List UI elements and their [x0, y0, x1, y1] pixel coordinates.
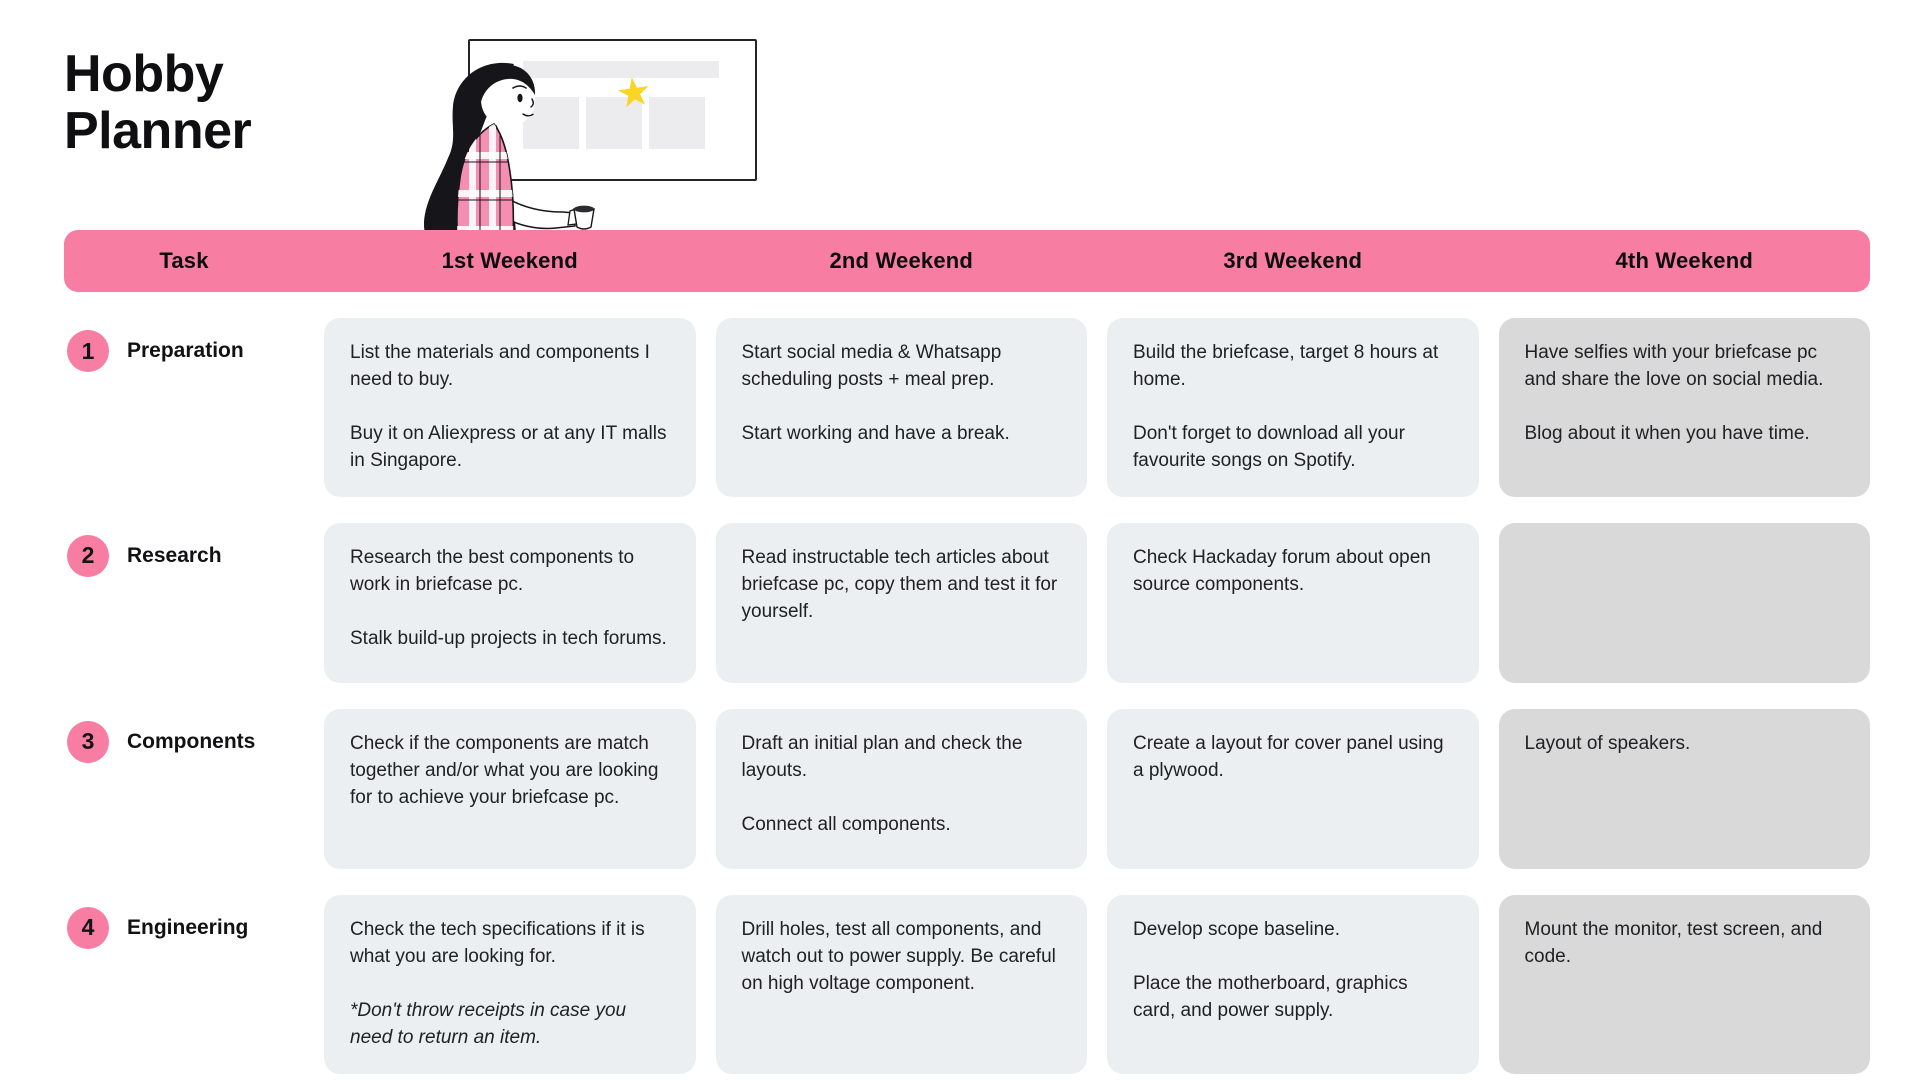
cell-paragraph: Research the best components to work in …: [350, 546, 635, 595]
cell-paragraph: Blog about it when you have time.: [1524, 422, 1810, 444]
cell-paragraph: *Don't throw receipts in case you need t…: [350, 999, 627, 1048]
planner-content: Task 1st Weekend 2nd Weekend 3rd Weekend…: [0, 230, 1920, 1074]
cell-components-weekend-1: Check if the components are match togeth…: [324, 708, 696, 869]
task-number-badge: 4: [67, 906, 109, 949]
cell-paragraph: Start working and have a break.: [741, 422, 1010, 444]
window-content-placeholders: [523, 97, 705, 149]
cell-paragraph: Don't forget to download all your favour…: [1133, 422, 1405, 471]
cell-paragraph: Stalk build-up projects in tech forums.: [350, 627, 667, 649]
task-label: Components: [127, 729, 256, 753]
column-header-weekend-4: 4th Weekend: [1615, 248, 1753, 273]
cell-paragraph: Check if the components are match togeth…: [350, 732, 659, 808]
task-head: 1 Preparation: [64, 330, 304, 372]
column-header-weekend-3: 3rd Weekend: [1223, 248, 1363, 273]
cell-paragraph: Connect all components.: [741, 813, 951, 835]
task-label: Engineering: [127, 915, 249, 939]
window-block-placeholder: [586, 97, 642, 149]
task-label: Research: [127, 543, 222, 567]
cell-engineering-weekend-3: Develop scope baseline. Place the motherb…: [1107, 894, 1479, 1074]
header-bar: Task 1st Weekend 2nd Weekend 3rd Weekend…: [64, 230, 1870, 292]
cell-paragraph: Create a layout for cover panel using a …: [1133, 732, 1444, 781]
cell-preparation-weekend-4: Have selfies with your briefcase pc and …: [1498, 318, 1870, 497]
cell-engineering-weekend-2: Drill holes, test all components, and wa…: [715, 894, 1087, 1074]
cell-paragraph: Place the motherboard, graphics card, an…: [1133, 972, 1408, 1021]
task-row-components: 3 Components Check if the components are…: [64, 708, 1870, 869]
cell-paragraph: Develop scope baseline.: [1133, 918, 1341, 940]
cell-research-weekend-2: Read instructable tech articles about br…: [715, 522, 1087, 683]
cell-research-weekend-3: Check Hackaday forum about open source c…: [1107, 522, 1479, 683]
cell-components-weekend-4: Layout of speakers.: [1498, 708, 1870, 869]
cell-components-weekend-2: Draft an initial plan and check the layo…: [715, 708, 1087, 869]
task-number-badge: 1: [67, 330, 109, 372]
browser-window-graphic: ★: [468, 39, 757, 181]
window-block-placeholder: [649, 97, 705, 149]
cell-paragraph: List the materials and components I need…: [350, 342, 650, 390]
cell-paragraph: Have selfies with your briefcase pc and …: [1524, 342, 1824, 390]
cell-paragraph: Check the tech specifications if it is w…: [350, 918, 645, 967]
cell-preparation-weekend-2: Start social media & Whatsapp scheduling…: [715, 318, 1087, 497]
cell-engineering-weekend-4: Mount the monitor, test screen, and code…: [1498, 894, 1870, 1074]
cell-paragraph: Start social media & Whatsapp scheduling…: [741, 342, 1002, 390]
task-head: 4 Engineering: [64, 906, 304, 949]
page-title-line2: Planner: [64, 102, 252, 161]
cell-components-weekend-3: Create a layout for cover panel using a …: [1107, 708, 1479, 869]
task-row-research: 2 Research Research the best components …: [64, 522, 1870, 683]
star-icon: ★: [613, 68, 655, 118]
cell-research-weekend-4: [1498, 522, 1870, 683]
cell-paragraph: Draft an initial plan and check the layo…: [741, 732, 1023, 781]
task-label: Preparation: [127, 339, 244, 362]
page-header: Hobby Planner ★: [0, 0, 1920, 285]
cell-paragraph: Check Hackaday forum about open source c…: [1133, 546, 1431, 595]
task-head: 2 Research: [64, 534, 304, 577]
task-head: 3 Components: [64, 720, 304, 763]
planner-grid: 1 Preparation List the materials and com…: [64, 318, 1870, 1074]
task-row-engineering: 4 Engineering Check the tech specificati…: [64, 894, 1870, 1074]
cell-preparation-weekend-3: Build the briefcase, target 8 hours at h…: [1107, 318, 1479, 497]
cell-paragraph: Mount the monitor, test screen, and code…: [1524, 918, 1823, 967]
page-title: Hobby Planner: [64, 45, 252, 161]
cell-paragraph: Buy it on Aliexpress or at any IT malls …: [350, 422, 667, 471]
page-title-line1: Hobby: [64, 45, 224, 103]
window-topbar-placeholder: [523, 61, 719, 78]
cell-paragraph: Drill holes, test all components, and wa…: [741, 918, 1056, 994]
cell-paragraph: Layout of speakers.: [1524, 732, 1691, 754]
column-header-weekend-2: 2nd Weekend: [829, 248, 974, 273]
cell-paragraph: Read instructable tech articles about br…: [741, 546, 1058, 622]
column-header-weekend-1: 1st Weekend: [441, 248, 578, 273]
cell-research-weekend-1: Research the best components to work in …: [324, 522, 696, 683]
task-row-preparation: 1 Preparation List the materials and com…: [64, 318, 1870, 497]
task-number-badge: 3: [67, 720, 109, 763]
cell-engineering-weekend-1: Check the tech specifications if it is w…: [324, 894, 696, 1074]
cell-paragraph: Build the briefcase, target 8 hours at h…: [1133, 342, 1439, 390]
column-header-task: Task: [159, 248, 209, 273]
cell-preparation-weekend-1: List the materials and components I need…: [324, 318, 696, 497]
task-number-badge: 2: [67, 534, 109, 577]
